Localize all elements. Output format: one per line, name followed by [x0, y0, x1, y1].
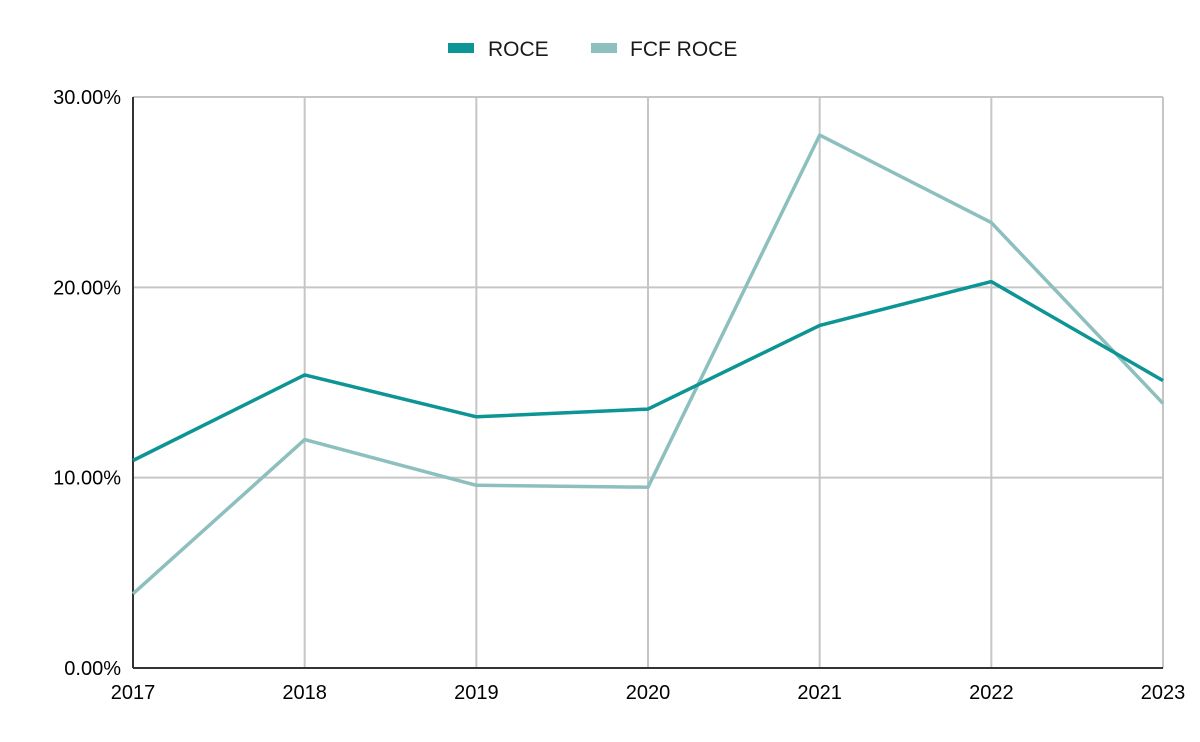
- legend-label-fcf-roce: FCF ROCE: [630, 38, 737, 61]
- series-line-roce: [132, 279, 1164, 463]
- y-tick-label: 20.00%: [53, 277, 121, 299]
- series-lines: [131, 133, 1165, 596]
- x-tick-label: 2023: [1141, 682, 1186, 704]
- x-tick-label: 2019: [454, 682, 499, 704]
- y-tick-label: 10.00%: [53, 468, 121, 490]
- x-tick-label: 2020: [626, 682, 671, 704]
- y-tick-label: 0.00%: [64, 658, 121, 680]
- legend: ROCE FCF ROCE: [448, 38, 737, 61]
- legend-swatch-roce: [448, 43, 474, 53]
- series-line-fcf-roce: [131, 133, 1165, 596]
- x-tick-label: 2021: [797, 682, 842, 704]
- y-axis-ticks: 0.00% 10.00% 20.00% 30.00%: [53, 87, 121, 680]
- legend-swatch-fcf-roce: [591, 43, 617, 53]
- y-tick-label: 30.00%: [53, 87, 121, 109]
- x-tick-label: 2022: [969, 682, 1014, 704]
- x-axis-ticks: 2017 2018 2019 2020 2021 2022 2023: [111, 682, 1186, 704]
- grid: [133, 96, 1164, 668]
- legend-label-roce: ROCE: [488, 38, 549, 61]
- x-tick-label: 2017: [111, 682, 156, 704]
- axes: [132, 97, 1163, 669]
- x-tick-label: 2018: [282, 682, 327, 704]
